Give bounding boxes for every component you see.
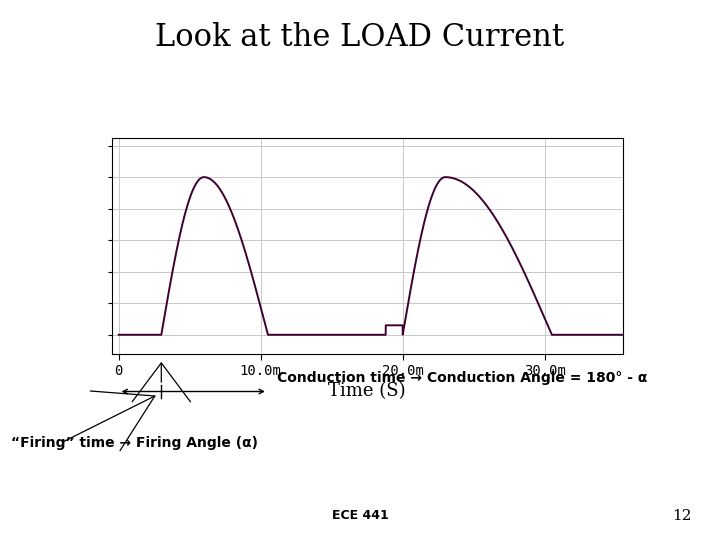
Text: Look at the LOAD Current: Look at the LOAD Current (156, 22, 564, 52)
Text: Conduction time → Conduction Angle = 180° - α: Conduction time → Conduction Angle = 180… (277, 371, 647, 385)
Text: ECE 441: ECE 441 (332, 509, 388, 522)
X-axis label: Time (S): Time (S) (328, 382, 406, 400)
Text: 12: 12 (672, 509, 691, 523)
Text: “Firing” time → Firing Angle (α): “Firing” time → Firing Angle (α) (11, 436, 258, 450)
